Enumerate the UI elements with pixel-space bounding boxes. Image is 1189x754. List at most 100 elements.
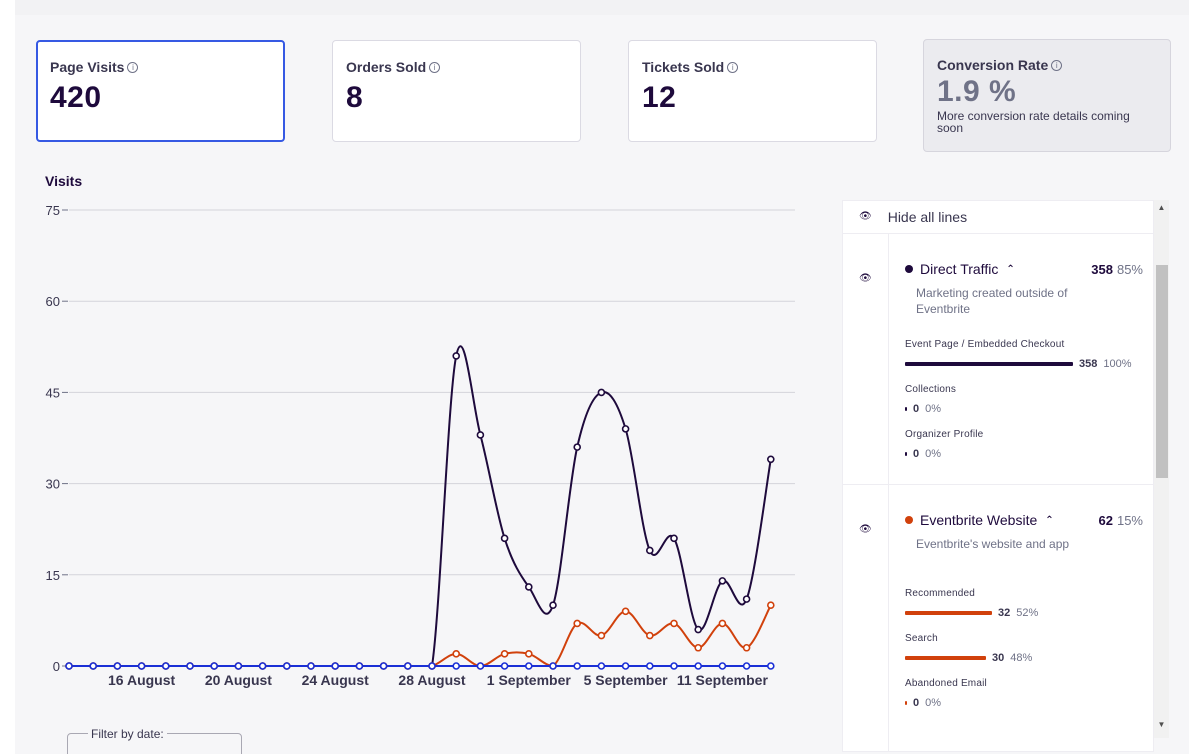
series-color-dot: [905, 516, 913, 524]
x-tick-label: 16 August: [108, 672, 175, 688]
metric-label: Page Visits: [50, 59, 125, 75]
data-point: [186, 662, 194, 670]
y-tick-label: 15: [46, 568, 60, 583]
metric-title: Orders Sold i: [346, 59, 567, 75]
data-point: [694, 643, 703, 652]
info-icon[interactable]: i: [429, 61, 441, 73]
data-point: [524, 662, 533, 670]
source-description: Eventbrite's website and app: [916, 537, 1070, 551]
metric-title: Conversion Rate i: [937, 57, 1157, 73]
sub-source-label: Recommended: [905, 588, 976, 599]
source-percent: 15%: [1116, 512, 1143, 528]
legend-panel: 👁 Hide all lines 👁 Direct Traffic ⌃ 358 8…: [842, 200, 1154, 752]
data-point: [476, 431, 485, 439]
data-point: [524, 583, 533, 591]
data-point: [621, 425, 630, 433]
sub-source-percent: 0%: [925, 697, 942, 709]
data-point: [573, 443, 582, 451]
data-point: [597, 662, 606, 670]
data-point: [258, 662, 267, 670]
data-point: [452, 352, 461, 360]
data-point: [403, 662, 412, 670]
x-tick-label: 20 August: [205, 672, 272, 688]
sub-source-bar: [905, 656, 986, 660]
sub-source-percent: 52%: [1016, 607, 1039, 619]
sub-source-bar: [905, 611, 992, 615]
metric-value: 8: [346, 81, 364, 114]
source-name: Eventbrite Website: [920, 512, 1038, 528]
sub-source-bar: [905, 701, 907, 705]
data-point: [476, 662, 485, 670]
metric-card-page-visits[interactable]: Page Visits i 420: [36, 40, 285, 142]
sub-source-percent: 0%: [925, 448, 942, 460]
data-point: [742, 662, 751, 670]
scroll-down-arrow-icon[interactable]: ▼: [1157, 720, 1166, 729]
metric-label: Conversion Rate: [937, 57, 1049, 73]
data-point: [742, 643, 751, 652]
date-filter-label: Filter by date:: [88, 727, 167, 741]
hide-all-lines-toggle[interactable]: 👁 Hide all lines: [843, 201, 1153, 234]
hide-all-label: Hide all lines: [887, 209, 968, 225]
data-point: [670, 662, 678, 670]
chevron-up-icon[interactable]: ⌃: [1045, 514, 1054, 526]
data-point: [379, 662, 388, 670]
data-point: [428, 662, 436, 670]
eye-icon[interactable]: 👁: [859, 273, 872, 284]
metric-card-orders-sold[interactable]: Orders Sold i 8: [332, 40, 581, 142]
data-point: [65, 662, 73, 670]
metric-note: More conversion rate details coming soon: [937, 109, 1130, 135]
sub-source-percent: 0%: [925, 403, 942, 415]
info-icon[interactable]: i: [727, 61, 739, 73]
data-point: [694, 662, 703, 670]
data-point: [694, 625, 703, 634]
data-point: [234, 662, 243, 670]
source-count-value: 358: [1091, 261, 1113, 277]
data-point: [645, 662, 654, 670]
data-point: [307, 662, 315, 670]
x-tick-label: 1 September: [487, 672, 572, 688]
source-name: Direct Traffic: [920, 261, 999, 277]
x-tick-label: 28 August: [398, 672, 465, 688]
series-line: [69, 604, 772, 668]
data-point: [331, 662, 340, 670]
metric-card-tickets-sold[interactable]: Tickets Sold i 12: [628, 40, 877, 142]
metric-label: Orders Sold: [346, 59, 427, 75]
eye-icon: 👁: [859, 211, 872, 222]
data-point: [597, 631, 606, 640]
data-point: [766, 455, 775, 464]
metric-value: 420: [50, 81, 102, 114]
scroll-up-arrow-icon[interactable]: ▲: [1157, 203, 1166, 212]
eye-icon[interactable]: 👁: [859, 524, 872, 535]
sub-source-bar: [905, 452, 907, 456]
metric-label: Tickets Sold: [642, 59, 725, 75]
data-point: [549, 601, 557, 610]
info-icon[interactable]: i: [1051, 59, 1063, 71]
metric-title: Page Visits i: [50, 59, 271, 75]
source-header[interactable]: Direct Traffic ⌃ 358 85%: [905, 261, 1143, 277]
sub-source-count: 30: [992, 652, 1005, 664]
source-count: 62 15%: [1099, 513, 1144, 528]
sub-source-count: 0: [913, 448, 920, 460]
sub-source-label: Organizer Profile: [905, 429, 984, 440]
data-point: [742, 595, 751, 603]
top-strip: [15, 0, 1189, 15]
data-point: [355, 662, 364, 670]
x-tick-label: 5 September: [584, 672, 669, 688]
info-icon[interactable]: i: [127, 61, 139, 73]
scrollbar-thumb[interactable]: [1156, 265, 1168, 478]
data-point: [621, 662, 630, 670]
sub-source-bar: [905, 407, 907, 411]
metric-value: 12: [642, 81, 677, 114]
sub-source: Abandoned Email 0 0%: [905, 678, 1143, 709]
data-point: [718, 662, 727, 670]
source-header[interactable]: Eventbrite Website ⌃ 62 15%: [905, 512, 1143, 528]
metric-card-conversion-rate: Conversion Rate i 1.9 % More conversion …: [923, 39, 1171, 152]
data-point: [621, 607, 630, 616]
chevron-up-icon[interactable]: ⌃: [1006, 263, 1015, 275]
data-point: [645, 546, 654, 555]
metric-title: Tickets Sold i: [642, 59, 863, 75]
sub-source-label: Abandoned Email: [905, 678, 987, 689]
data-point: [500, 650, 509, 658]
data-point: [573, 619, 582, 628]
series-line: [69, 345, 772, 667]
